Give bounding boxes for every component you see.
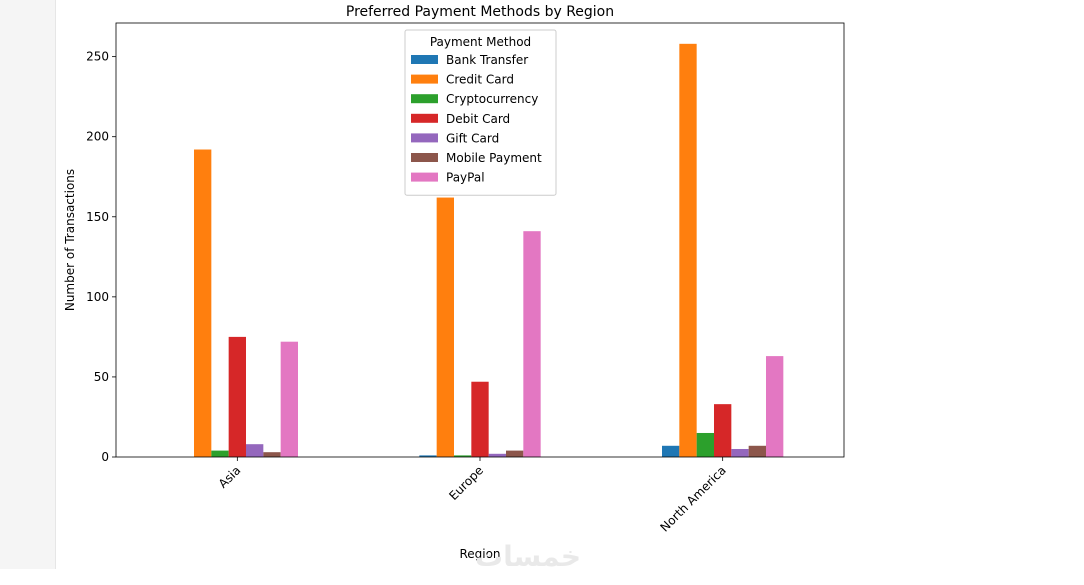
legend-swatch [411, 113, 438, 123]
legend-entry: Cryptocurrency [446, 92, 538, 106]
watermark: خمسات [475, 540, 582, 573]
y-tick-label: 200 [86, 130, 109, 144]
legend-swatch [411, 55, 438, 64]
legend-title: Payment Method [430, 35, 531, 49]
legend-swatch [411, 133, 438, 143]
y-tick-label: 0 [101, 450, 109, 464]
legend-entry: Mobile Payment [446, 151, 542, 165]
legend-swatch [411, 153, 438, 162]
bar-gift-card-north-america [731, 448, 749, 457]
y-tick-label: 250 [86, 50, 109, 64]
legend-entry: Credit Card [446, 73, 514, 87]
legend: Payment Method Bank Transfer Credit Card Cr… [404, 29, 557, 196]
bar-paypal-north-america [766, 356, 784, 457]
x-tick-label: Europe [446, 463, 486, 503]
legend-entry: PayPal [446, 171, 485, 185]
bar-cryptocurrency-asia [211, 450, 229, 457]
sidebar-strip [0, 0, 56, 569]
bar-bank-transfer-europe [419, 455, 437, 457]
bar-mobile-payment-north-america [748, 445, 766, 457]
bar-credit-card-north-america [679, 43, 697, 458]
y-axis-label: Number of Transactions [63, 169, 77, 311]
legend-box [404, 29, 557, 196]
bar-paypal-asia [280, 341, 298, 457]
legend-swatch [411, 74, 438, 84]
x-axis-label: Region [459, 547, 500, 561]
bar-bank-transfer-north-america [662, 445, 680, 457]
bar-gift-card-europe [488, 453, 506, 457]
legend-entry: Gift Card [446, 131, 499, 145]
bar-cryptocurrency-europe [454, 455, 472, 457]
legend-swatch [411, 94, 438, 104]
bar-credit-card-asia [194, 149, 212, 457]
x-tick-label: North America [657, 463, 728, 534]
x-tick-label: Asia [216, 463, 244, 491]
y-tick-label: 50 [94, 370, 109, 384]
y-tick-label: 150 [86, 210, 109, 224]
legend-swatch [411, 172, 438, 182]
bar-credit-card-europe [436, 197, 454, 457]
bar-debit-card-europe [471, 381, 489, 457]
bar-mobile-payment-europe [506, 450, 524, 457]
legend-entry: Debit Card [446, 112, 510, 126]
y-tick-label: 100 [86, 290, 109, 304]
bar-gift-card-asia [246, 444, 264, 457]
bar-paypal-europe [523, 231, 541, 457]
legend-entry: Bank Transfer [446, 53, 528, 67]
bar-debit-card-asia [228, 336, 246, 457]
chart-title: Preferred Payment Methods by Region [346, 4, 614, 20]
bar-cryptocurrency-north-america [696, 432, 714, 457]
bar-mobile-payment-asia [263, 452, 281, 457]
bars-group [194, 43, 784, 458]
bar-debit-card-north-america [714, 404, 732, 457]
